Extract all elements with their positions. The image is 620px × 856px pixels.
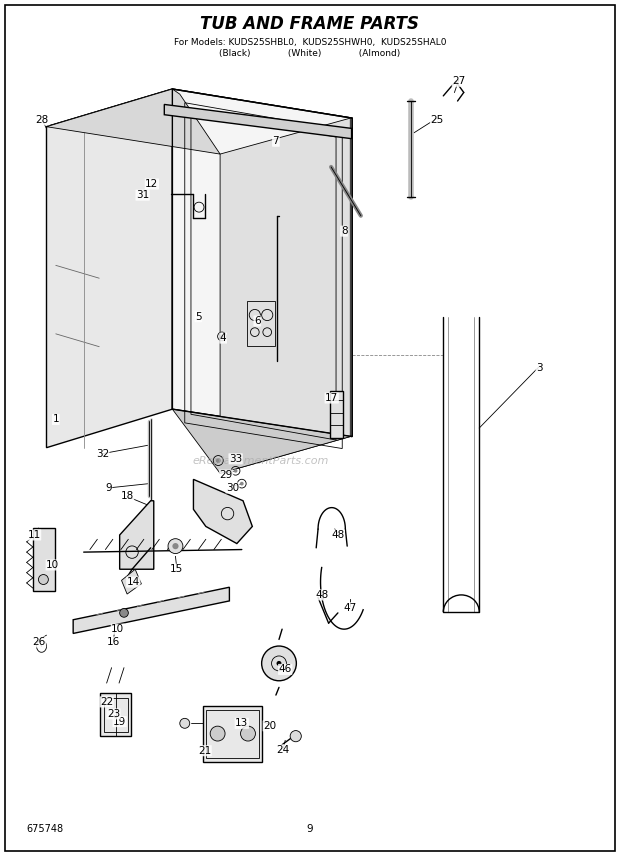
Circle shape [210,726,225,741]
Text: 675748: 675748 [26,823,63,834]
Polygon shape [100,693,131,736]
Polygon shape [330,391,343,438]
Polygon shape [172,89,352,437]
Text: 21: 21 [198,746,211,756]
Polygon shape [220,118,350,473]
Text: 15: 15 [170,564,184,574]
Polygon shape [164,104,352,139]
Circle shape [220,335,224,338]
Polygon shape [122,569,141,594]
Polygon shape [46,89,172,448]
Text: 29: 29 [219,470,233,480]
Text: (Black)             (White)             (Almond): (Black) (White) (Almond) [219,50,401,58]
Text: 25: 25 [430,115,444,125]
Text: 19: 19 [113,716,126,727]
Circle shape [120,609,128,617]
Text: 30: 30 [226,483,239,493]
Text: For Models: KUDS25SHBL0,  KUDS25SHWH0,  KUDS25SHAL0: For Models: KUDS25SHBL0, KUDS25SHWH0, KU… [174,39,446,47]
Text: 32: 32 [95,449,109,459]
Text: 48: 48 [331,530,345,540]
Text: 11: 11 [27,530,41,540]
Text: 8: 8 [341,226,347,236]
Circle shape [262,646,296,681]
Text: 13: 13 [235,718,249,728]
Circle shape [216,458,221,463]
Text: 27: 27 [452,76,466,86]
Polygon shape [33,528,55,591]
Text: 26: 26 [32,637,46,647]
Polygon shape [247,301,275,346]
Text: 33: 33 [229,454,242,464]
Polygon shape [46,89,352,152]
Text: 7: 7 [273,136,279,146]
Text: 23: 23 [107,709,120,719]
Text: 20: 20 [263,721,277,731]
Circle shape [234,469,237,473]
Circle shape [240,482,244,485]
Text: 48: 48 [316,590,329,600]
Circle shape [290,730,301,742]
Text: TUB AND FRAME PARTS: TUB AND FRAME PARTS [200,15,420,33]
Text: 5: 5 [195,312,202,322]
Circle shape [168,538,183,554]
Text: 10: 10 [111,624,125,634]
Polygon shape [73,587,229,633]
Text: 9: 9 [307,823,313,834]
Text: 10: 10 [46,560,60,570]
Text: 9: 9 [105,483,112,493]
Polygon shape [203,706,262,762]
Text: 12: 12 [145,179,159,189]
Circle shape [277,661,281,666]
Text: 6: 6 [254,316,260,326]
Circle shape [180,718,190,728]
Text: 16: 16 [107,637,120,647]
Circle shape [241,726,255,741]
Polygon shape [120,501,154,569]
Circle shape [38,574,48,585]
Polygon shape [46,89,220,154]
Polygon shape [172,409,352,473]
Text: 4: 4 [220,333,226,343]
Text: 47: 47 [343,603,357,613]
Text: 31: 31 [136,190,149,200]
Text: 3: 3 [536,363,542,373]
Text: 22: 22 [100,697,113,707]
Text: 24: 24 [277,745,290,755]
Text: 14: 14 [126,577,140,587]
Polygon shape [193,479,252,544]
Text: 1: 1 [53,414,59,425]
Text: 18: 18 [120,491,134,502]
Text: eReplacementParts.com: eReplacementParts.com [192,455,329,466]
Text: 17: 17 [325,393,339,403]
Text: 46: 46 [278,664,292,675]
Text: 28: 28 [35,115,49,125]
Circle shape [172,543,179,550]
